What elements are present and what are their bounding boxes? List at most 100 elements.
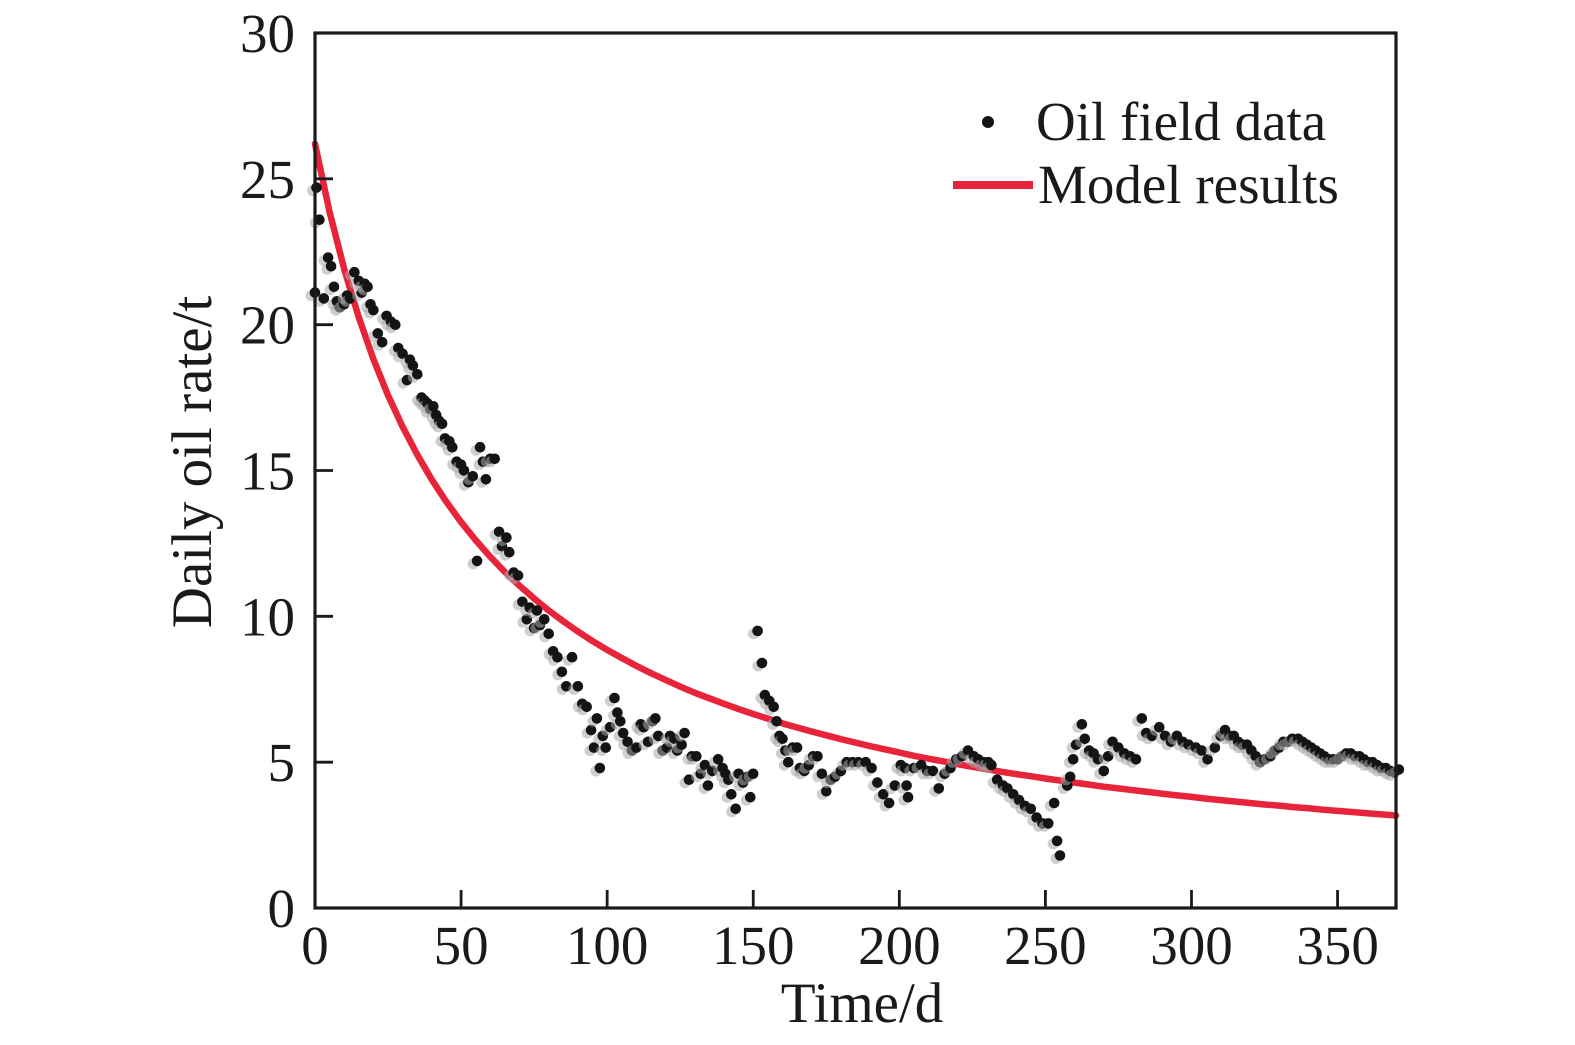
scatter-point — [480, 474, 492, 485]
x-tick-label: 200 — [858, 915, 941, 976]
scatter-point — [585, 724, 597, 736]
scatter-point — [1136, 713, 1148, 724]
scatter-point — [325, 261, 337, 272]
scatter-point — [1130, 754, 1142, 765]
scatter-point — [489, 453, 501, 465]
scatter-point — [699, 759, 711, 771]
scatter-point — [679, 727, 690, 739]
scatter-point — [768, 701, 779, 713]
model-line-series — [311, 140, 1400, 819]
legend-entry-oil-field-data: Oil field data — [982, 91, 1326, 152]
y-tick-label: 15 — [240, 441, 295, 502]
scatter-point — [702, 780, 714, 791]
scatter-point — [471, 555, 483, 567]
scatter-point — [821, 786, 832, 797]
scatter-point — [372, 328, 384, 339]
scatter-point — [556, 666, 568, 678]
scatter-point — [752, 625, 763, 637]
legend-dot-marker-icon — [982, 116, 994, 128]
legend: Oil field data Model results — [953, 91, 1339, 215]
x-axis-title: Time/d — [781, 972, 944, 1035]
scatter-point — [447, 441, 458, 453]
scatter-point — [572, 681, 584, 692]
scatter-point — [501, 532, 512, 543]
scatter-point — [322, 252, 334, 263]
scatter-point — [901, 780, 912, 791]
scatter-point — [591, 713, 603, 724]
y-tick-label: 5 — [268, 732, 296, 793]
y-axis-ticks — [315, 31, 333, 910]
scatter-point — [1054, 850, 1066, 861]
y-axis-title: Daily oil rate/t — [161, 296, 224, 629]
scatter-point — [1025, 803, 1037, 815]
scatter-point — [493, 526, 505, 538]
scatter-point — [866, 762, 877, 774]
y-tick-label: 25 — [240, 149, 295, 210]
scatter-point — [650, 713, 661, 724]
scatter-point — [1067, 754, 1079, 765]
y-tick-label: 0 — [268, 878, 296, 939]
scatter-point — [314, 214, 325, 225]
scatter-point — [566, 651, 578, 663]
scatter-point — [615, 716, 626, 727]
scatter-point — [318, 293, 330, 304]
y-tick-label: 30 — [240, 3, 295, 64]
scatter-point — [612, 707, 623, 718]
scatter-point — [1209, 742, 1221, 753]
scatter-point — [397, 348, 408, 360]
scatter-point — [726, 789, 737, 800]
scatter-point — [745, 791, 756, 803]
scatter-point — [777, 733, 788, 745]
scatter-point — [1076, 719, 1088, 730]
x-axis-ticks — [313, 890, 1339, 908]
scatter-series — [305, 182, 1405, 864]
legend-entry-model-results: Model results — [953, 154, 1339, 215]
scatter-point — [594, 762, 606, 774]
y-tick-label: 20 — [240, 295, 295, 356]
scatter-point — [878, 789, 889, 800]
scatter-point — [376, 336, 388, 348]
scatter-point — [1202, 754, 1213, 765]
legend-label-oil-field-data: Oil field data — [1036, 91, 1326, 152]
scatter-point — [902, 791, 914, 803]
scatter-point — [622, 736, 633, 748]
scatter-point — [517, 596, 528, 608]
x-tick-label: 350 — [1296, 915, 1379, 976]
scatter-point — [791, 742, 803, 753]
scatter-point — [756, 657, 768, 669]
scatter-point — [412, 369, 423, 380]
scatter-point — [368, 304, 379, 316]
scatter-point — [617, 727, 629, 739]
scatter-point — [676, 739, 687, 750]
scatter-point — [390, 319, 401, 331]
scatter-point — [747, 768, 759, 780]
x-tick-label: 50 — [434, 915, 489, 976]
scatter-point — [428, 401, 439, 412]
scatter-point — [531, 605, 543, 616]
scatter-point — [1064, 771, 1076, 783]
legend-label-model-results: Model results — [1038, 154, 1339, 215]
scatter-point — [1154, 721, 1165, 733]
y-axis-tick-labels: 0 5 10 15 20 25 30 — [240, 3, 295, 939]
scatter-point — [539, 614, 550, 625]
scatter-point — [328, 281, 340, 293]
scatter-point — [349, 266, 360, 278]
scatter-point — [609, 692, 620, 704]
scatter-point — [927, 765, 939, 777]
x-tick-label: 0 — [301, 915, 329, 976]
scatter-point — [1051, 835, 1063, 847]
scatter-point — [933, 783, 945, 794]
x-axis-tick-labels: 0 50 100 150 200 250 300 350 — [301, 915, 1379, 976]
scatter-point — [436, 418, 448, 430]
scatter-point — [1043, 818, 1054, 829]
scatter-point — [467, 471, 479, 482]
scatter-point — [1196, 745, 1207, 756]
scatter-point — [407, 360, 419, 371]
scatter-point — [552, 651, 563, 663]
x-tick-label: 150 — [712, 915, 795, 976]
scatter-point — [816, 768, 828, 780]
model-results-curve — [311, 140, 1400, 819]
scatter-point — [712, 754, 724, 765]
